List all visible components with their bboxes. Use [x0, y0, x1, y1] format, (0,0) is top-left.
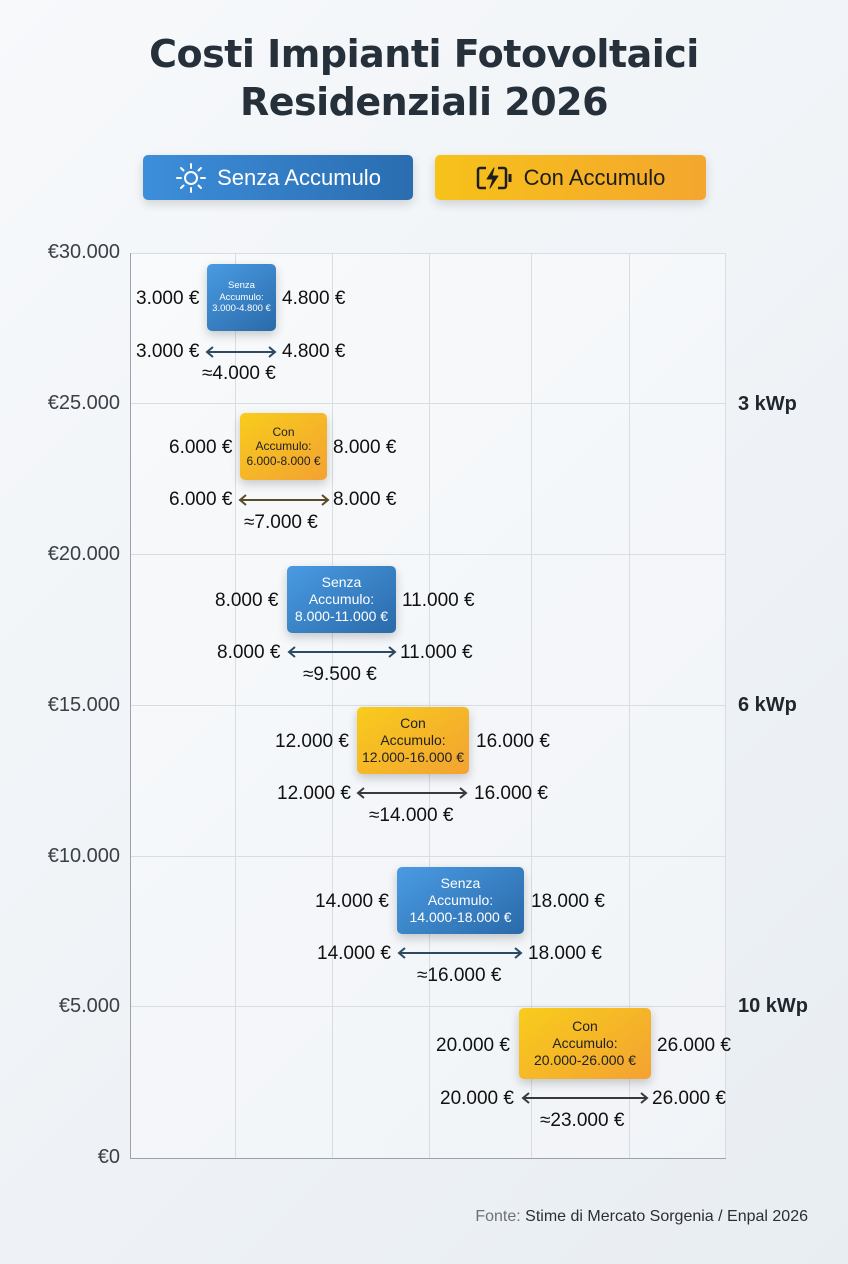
box-line: Senza	[321, 574, 362, 591]
y-tick-15000: €15.000	[47, 694, 120, 716]
avg-label: ≈14.000 €	[369, 805, 454, 826]
box-line: Con	[400, 715, 426, 732]
range-box-senza-6kwp[interactable]: Senza Accumulo: 8.000-11.000 €	[287, 566, 396, 633]
box-line: Senza	[440, 875, 481, 892]
arrow-low-label: 20.000 €	[440, 1088, 514, 1109]
range-box-senza-3kwp[interactable]: Senza Accumulo: 3.000-4.800 €	[207, 264, 276, 331]
y-tick-10000: €10.000	[47, 845, 120, 867]
box-line: 3.000-4.800 €	[212, 303, 271, 315]
range-arrow-icon	[287, 646, 397, 658]
range-arrow-icon	[205, 346, 277, 358]
box-line: 14.000-18.000 €	[409, 908, 512, 925]
sun-icon	[176, 162, 207, 193]
grid-hline	[131, 253, 726, 254]
box-line: 6.000-8.000 €	[246, 453, 321, 468]
chart-title: Costi Impianti Fotovoltaici Residenziali…	[0, 30, 848, 126]
box-line: Con	[572, 1018, 598, 1035]
y-tick-30000: €30.000	[47, 241, 120, 263]
arrow-high-label: 26.000 €	[652, 1088, 726, 1109]
source-prefix: Fonte:	[475, 1208, 521, 1225]
low-label: 8.000 €	[215, 590, 279, 611]
avg-label: ≈23.000 €	[540, 1110, 625, 1131]
arrow-low-label: 8.000 €	[217, 642, 281, 663]
low-label: 20.000 €	[436, 1035, 510, 1056]
high-label: 11.000 €	[402, 590, 475, 611]
low-label: 12.000 €	[275, 731, 349, 752]
arrow-low-label: 14.000 €	[317, 943, 391, 964]
arrow-high-label: 4.800 €	[282, 341, 346, 362]
grid-hline	[131, 403, 726, 404]
range-box-con-6kwp[interactable]: Con Accumulo: 12.000-16.000 €	[357, 707, 469, 774]
arrow-high-label: 8.000 €	[333, 489, 397, 510]
grid-hline	[131, 1006, 726, 1007]
range-box-senza-10kwp[interactable]: Senza Accumulo: 14.000-18.000 €	[397, 867, 524, 934]
range-arrow-icon	[238, 494, 330, 506]
range-arrow-icon	[521, 1092, 649, 1104]
high-label: 4.800 €	[282, 288, 346, 309]
range-box-con-3kwp[interactable]: Con Accumulo: 6.000-8.000 €	[240, 413, 327, 480]
high-label: 26.000 €	[657, 1035, 731, 1056]
high-label: 18.000 €	[531, 891, 605, 912]
box-line: Con	[272, 424, 295, 439]
arrow-low-label: 12.000 €	[277, 783, 351, 804]
low-label: 3.000 €	[136, 288, 200, 309]
box-line: Accumulo:	[219, 291, 264, 303]
arrow-high-label: 16.000 €	[474, 783, 548, 804]
avg-label: ≈16.000 €	[417, 965, 502, 986]
grid-hline	[131, 554, 726, 555]
arrow-high-label: 18.000 €	[528, 943, 602, 964]
box-line: Accumulo:	[308, 591, 375, 608]
y-tick-25000: €25.000	[47, 392, 120, 414]
y-tick-5000: €5.000	[58, 995, 120, 1017]
low-label: 14.000 €	[315, 891, 389, 912]
legend-senza-accumulo[interactable]: Senza Accumulo	[143, 155, 413, 200]
grid-hline	[131, 705, 726, 706]
range-arrow-icon	[356, 787, 468, 799]
arrow-low-label: 6.000 €	[169, 489, 233, 510]
avg-label: ≈9.500 €	[303, 664, 377, 685]
range-box-con-10kwp[interactable]: Con Accumulo: 20.000-26.000 €	[519, 1008, 651, 1079]
legend-con-accumulo[interactable]: Con Accumulo	[435, 155, 706, 200]
kwp-label-3: 3 kWp	[738, 393, 797, 415]
y-tick-0: €0	[97, 1146, 120, 1168]
source-note: Fonte: Stime di Mercato Sorgenia / Enpal…	[475, 1208, 808, 1226]
box-line: 20.000-26.000 €	[534, 1051, 636, 1068]
avg-label: ≈7.000 €	[244, 512, 318, 533]
source-text: Stime di Mercato Sorgenia / Enpal 2026	[525, 1208, 808, 1225]
kwp-label-6: 6 kWp	[738, 694, 797, 716]
kwp-label-10: 10 kWp	[738, 995, 809, 1017]
grid-hline	[131, 856, 726, 857]
title-line-1: Costi Impianti Fotovoltaici	[149, 32, 699, 76]
avg-label: ≈4.000 €	[202, 363, 276, 384]
box-line: Senza	[228, 280, 255, 292]
legend-senza-label: Senza Accumulo	[217, 164, 381, 190]
box-line: Accumulo:	[380, 732, 446, 749]
arrow-high-label: 11.000 €	[400, 642, 473, 663]
box-line: Accumulo:	[255, 439, 312, 454]
box-line: Accumulo:	[552, 1035, 618, 1052]
box-line: 8.000-11.000 €	[294, 607, 389, 624]
range-arrow-icon	[397, 947, 523, 959]
y-tick-20000: €20.000	[47, 543, 120, 565]
low-label: 6.000 €	[169, 437, 233, 458]
arrow-low-label: 3.000 €	[136, 341, 200, 362]
box-line: Accumulo:	[427, 892, 494, 909]
legend-con-label: Con Accumulo	[523, 164, 666, 190]
box-line: 12.000-16.000 €	[362, 748, 464, 765]
battery-charging-icon	[476, 166, 512, 189]
high-label: 16.000 €	[476, 731, 550, 752]
high-label: 8.000 €	[333, 437, 397, 458]
title-line-2: Residenziali 2026	[239, 80, 609, 124]
